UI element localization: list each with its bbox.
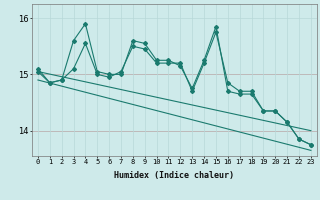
X-axis label: Humidex (Indice chaleur): Humidex (Indice chaleur) [115, 171, 234, 180]
